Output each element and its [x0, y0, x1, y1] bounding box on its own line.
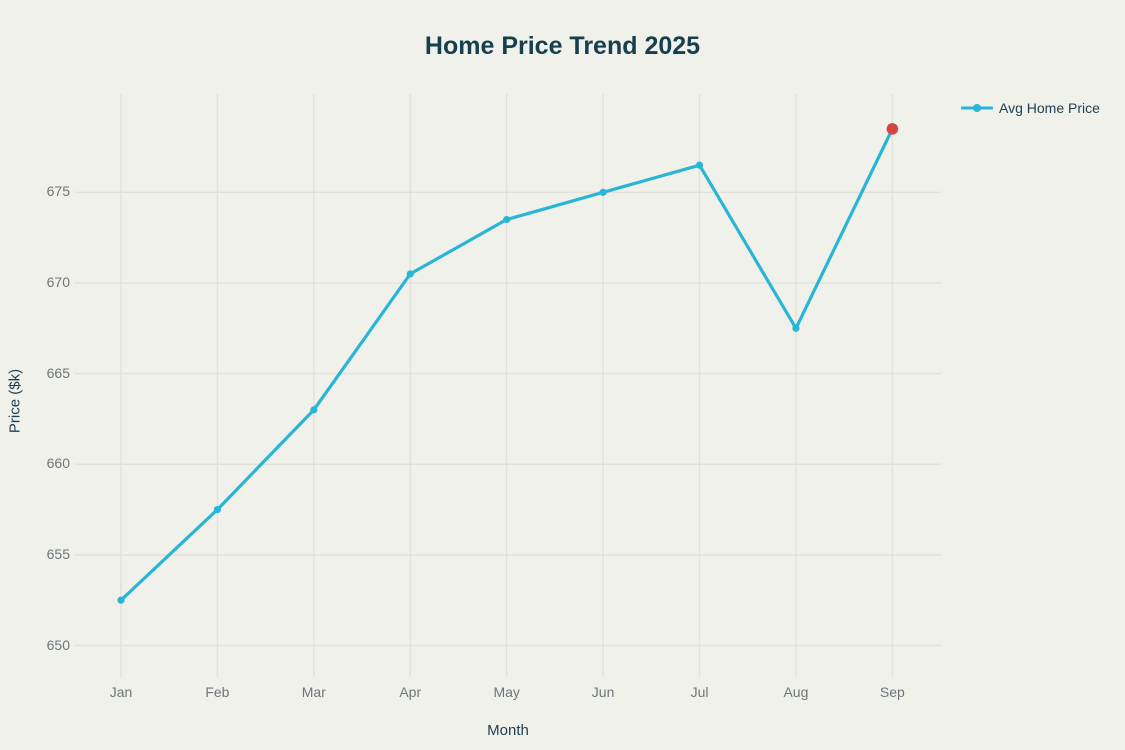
y-tick-label: 670 [46, 273, 70, 290]
y-tick-label: 650 [46, 636, 70, 653]
data-point [213, 505, 222, 514]
legend-item-avg-home-price[interactable]: Avg Home Price [961, 100, 1100, 116]
x-tick-label: Jun [591, 684, 615, 700]
x-tick-label: Feb [205, 684, 230, 700]
y-tick-label: 675 [46, 183, 70, 200]
highlight-data-point [886, 123, 899, 135]
legend-line-marker-icon [961, 104, 993, 112]
x-tick-label: May [493, 684, 520, 700]
data-point [406, 270, 414, 278]
data-point [117, 596, 125, 604]
x-tick-label: Aug [783, 684, 809, 700]
x-tick-label: Jul [690, 684, 709, 700]
y-tick-label: 655 [46, 545, 70, 562]
x-tick-label: Jan [109, 684, 133, 700]
chart-title: Home Price Trend 2025 [424, 32, 701, 60]
x-tick-label: Apr [399, 684, 422, 700]
data-point [310, 406, 318, 414]
y-tick-label: 665 [46, 364, 70, 381]
data-point [792, 324, 800, 332]
x-tick-label: Mar [301, 684, 326, 700]
legend-label: Avg Home Price [999, 100, 1100, 116]
y-tick-label: 660 [46, 455, 70, 472]
x-axis-title: Month [487, 722, 529, 739]
data-point [503, 215, 511, 224]
data-point [695, 161, 704, 169]
data-point [599, 188, 607, 196]
x-tick-label: Sep [879, 684, 905, 700]
